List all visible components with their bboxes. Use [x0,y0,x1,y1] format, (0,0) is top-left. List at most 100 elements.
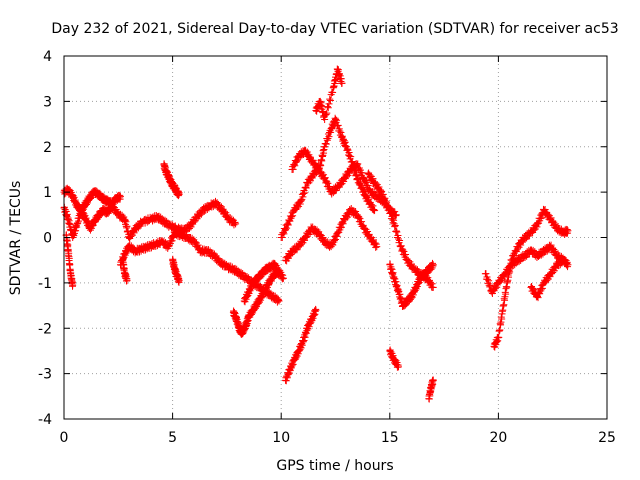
data-point-marker [372,243,380,251]
data-point-marker [323,178,331,186]
data-point-marker [282,225,290,233]
data-point-marker [392,211,400,219]
data-point-marker [194,241,202,249]
data-point-marker [547,241,555,249]
data-point-marker [382,197,390,205]
x-tick-label: 5 [168,430,177,446]
data-point-marker [215,255,223,263]
data-point-marker [364,181,372,189]
x-tick-label: 0 [60,430,69,446]
data-point-marker [343,145,351,153]
y-tick-label: 4 [43,49,52,65]
data-point-marker [408,260,416,268]
data-point-marker [275,270,283,278]
data-point-marker [353,175,361,183]
data-point-marker [118,211,126,219]
data-point-marker [319,234,327,242]
data-point-marker [312,161,320,169]
data-point-marker [322,139,330,147]
data-point-marker [389,215,397,223]
data-point-marker [316,230,324,238]
data-point-marker [374,192,382,200]
data-point-marker [428,280,436,288]
x-tick-label: 20 [489,430,507,446]
data-point-marker [168,237,176,245]
data-point-marker [546,273,554,281]
data-point-marker [404,257,412,265]
data-point-marker [391,222,399,230]
data-point-marker [379,190,387,198]
data-point-marker [533,223,541,231]
data-point-marker [324,179,332,187]
data-point-marker [289,165,297,173]
data-point-marker [534,294,542,302]
y-axis-label: SDTVAR / TECUs [8,181,24,296]
data-point-marker [296,200,304,208]
data-point-marker [197,210,205,218]
data-point-marker [280,230,288,238]
data-point-marker [378,187,386,195]
data-point-marker [286,217,294,225]
data-point-marker [364,227,372,235]
data-point-marker [399,246,407,254]
data-point-marker [130,229,138,237]
data-point-marker [347,153,355,161]
data-point-marker [288,213,296,221]
data-point-marker [275,297,283,305]
data-point-marker [191,238,199,246]
data-point-marker [356,215,364,223]
data-point-marker [299,193,307,201]
data-point-marker [538,284,546,292]
data-point-marker [116,193,124,201]
data-point-marker [161,216,169,224]
data-point-marker [322,140,330,148]
data-point-marker [231,218,239,226]
data-point-marker [361,177,369,185]
data-point-marker [508,256,516,264]
data-point-marker [323,109,331,117]
y-tick-label: 0 [43,231,52,247]
x-axis-label: GPS time / hours [276,458,393,474]
data-point-marker [564,261,572,269]
data-point-marker [551,247,559,255]
data-point-marker [356,179,364,187]
data-point-marker [400,247,408,255]
x-tick-label: 25 [598,430,616,446]
data-point-marker [292,157,300,165]
data-point-marker [301,236,309,244]
data-point-marker [336,181,344,189]
data-point-marker [369,175,377,183]
data-point-marker [493,283,501,291]
data-point-marker [369,202,377,210]
data-point-marker [297,196,305,204]
data-point-marker [352,207,360,215]
data-point-marker [355,213,363,221]
data-point-marker [324,104,332,112]
data-point-marker [381,194,389,202]
data-point-marker [175,190,183,198]
data-point-marker [370,205,378,213]
data-point-marker [326,182,334,190]
data-point-marker [302,183,310,191]
data-point-marker [560,256,568,264]
data-point-marker [293,246,301,254]
data-point-marker [327,128,335,136]
data-point-marker [289,212,297,220]
data-point-marker [334,121,342,129]
data-point-marker [325,133,333,141]
data-point-marker [358,218,366,226]
data-point-marker [312,306,320,314]
data-point-marker [337,129,345,137]
data-point-marker [397,242,405,250]
data-point-marker [373,243,381,251]
data-point-marker [175,277,183,285]
data-points [60,65,572,403]
data-point-marker [392,212,400,220]
data-point-marker [383,199,391,207]
data-point-marker [367,201,375,209]
data-point-marker [220,207,228,215]
data-point-marker [391,223,399,231]
data-point-marker [323,136,331,144]
data-point-marker [329,89,337,97]
data-point-marker [391,208,399,216]
